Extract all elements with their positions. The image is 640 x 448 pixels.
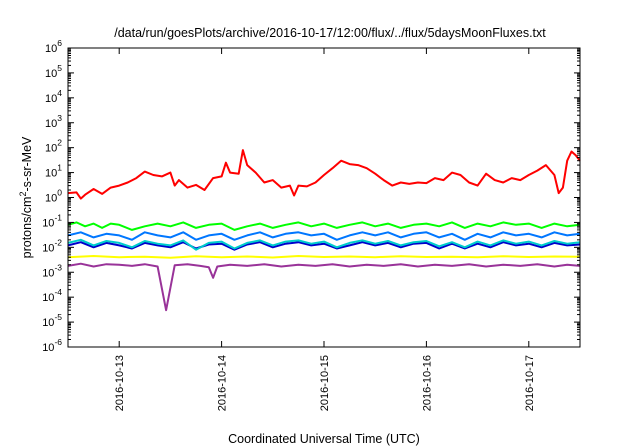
y-tick-label: 106	[45, 38, 62, 55]
y-tick-base: 10	[45, 43, 57, 55]
series-line	[67, 221, 581, 231]
y-tick-exponent: -1	[54, 212, 62, 222]
y-tick-exponent: -5	[54, 312, 62, 322]
y-tick-base: 10	[45, 143, 57, 155]
y-tick-exponent: 0	[57, 188, 62, 198]
y-tick-label: 10-2	[42, 237, 62, 254]
y-axis-label: protons/cm2-s-sr-MeV	[18, 136, 34, 258]
x-tick-label: 2016-10-17	[524, 355, 536, 411]
y-tick-label: 105	[45, 63, 62, 80]
chart-title: /data/run/goesPlots/archive/2016-10-17/1…	[114, 26, 546, 40]
y-tick-label: 10-3	[42, 262, 62, 279]
x-tick-label: 2016-10-15	[319, 355, 331, 411]
series-layer	[67, 149, 581, 312]
series-line	[67, 231, 581, 241]
y-tick-label: 10-6	[42, 337, 62, 354]
y-tick-exponent: 6	[57, 38, 62, 48]
y-tick-base: 10	[42, 342, 54, 354]
y-tick-exponent: 4	[57, 88, 62, 98]
x-axis-label: Coordinated Universal Time (UTC)	[228, 432, 420, 446]
y-tick-base: 10	[42, 217, 54, 229]
y-tick-label: 10-1	[42, 212, 62, 229]
y-tick-exponent: 1	[57, 163, 62, 173]
y-tick-base: 10	[42, 242, 54, 254]
y-tick-exponent: -4	[54, 287, 62, 297]
y-tick-exponent: 2	[57, 138, 62, 148]
y-tick-base: 10	[45, 68, 57, 80]
series-line	[67, 255, 581, 259]
x-tick-label: 2016-10-13	[114, 355, 126, 411]
y-tick-label: 101	[45, 163, 62, 180]
y-tick-label: 102	[45, 138, 62, 155]
x-tick-label: 2016-10-16	[421, 355, 433, 411]
y-tick-label: 104	[45, 88, 62, 105]
y-tick-base: 10	[45, 168, 57, 180]
y-axis: 10-610-510-410-310-210-11001011021031041…	[42, 38, 580, 354]
y-tick-base: 10	[42, 267, 54, 279]
x-axis: 2016-10-13 2016-10-14 2016-10-15 2016-10-16…	[114, 48, 536, 411]
y-tick-exponent: 5	[57, 63, 62, 73]
x-tick-label: 2016-10-14	[217, 355, 229, 411]
y-axis-label-pre: protons/cm	[20, 197, 34, 259]
y-tick-exponent: -2	[54, 237, 62, 247]
series-line	[67, 238, 581, 251]
y-tick-label: 103	[45, 113, 62, 130]
y-tick-base: 10	[42, 292, 54, 304]
y-axis-label-post: -s-sr-MeV	[20, 136, 34, 192]
plot-frame	[67, 47, 581, 348]
y-tick-exponent: -3	[54, 262, 62, 272]
y-axis-label-sup: 2	[18, 192, 28, 197]
y-tick-base: 10	[45, 93, 57, 105]
series-line	[67, 262, 581, 312]
y-tick-base: 10	[45, 193, 57, 205]
y-tick-base: 10	[45, 118, 57, 130]
series-line	[67, 241, 581, 251]
series-line	[67, 149, 581, 200]
y-tick-base: 10	[42, 317, 54, 329]
y-tick-label: 100	[45, 188, 62, 205]
y-tick-exponent: -6	[54, 337, 62, 347]
y-tick-exponent: 3	[57, 113, 62, 123]
y-tick-label: 10-4	[42, 287, 62, 304]
y-tick-label: 10-5	[42, 312, 62, 329]
